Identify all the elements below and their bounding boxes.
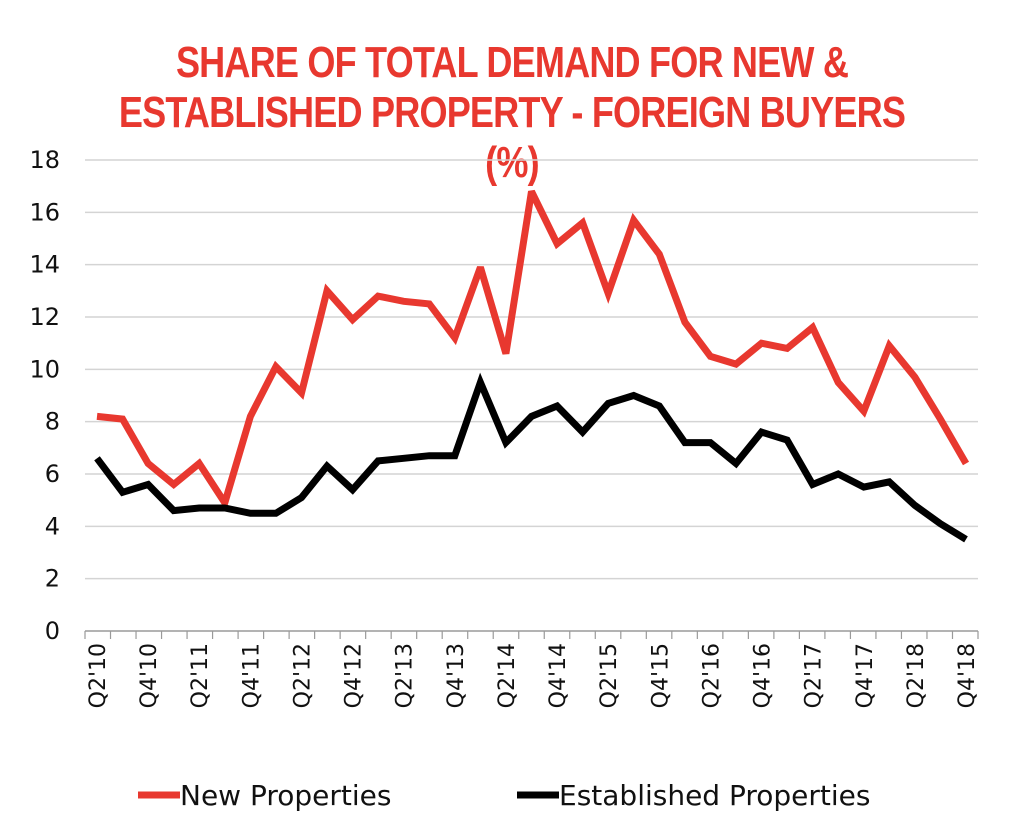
legend: New Properties Established Properties	[138, 779, 871, 812]
series-lines	[94, 189, 970, 543]
x-tick-label: Q2'11	[188, 643, 213, 708]
x-axis	[84, 630, 979, 639]
x-tick-label: Q4'18	[955, 643, 980, 708]
x-tick-label: Q4'12	[342, 643, 367, 708]
x-tick-label: Q2'16	[699, 643, 724, 708]
x-tick-label: Q4'14	[546, 643, 571, 708]
y-axis-ticks: 0 2 4 6 8 10 12 14 16 18	[29, 146, 60, 645]
x-tick-label: Q4'15	[648, 643, 673, 708]
x-tick-label: Q4'13	[444, 643, 469, 708]
y-tick-label: 2	[45, 565, 60, 593]
y-tick-label: 8	[45, 408, 60, 436]
y-tick-label: 14	[29, 251, 60, 279]
x-tick-label: Q2'17	[802, 643, 827, 708]
legend-label: Established Properties	[559, 779, 871, 812]
x-tick-label: Q2'12	[290, 643, 315, 708]
legend-label: New Properties	[180, 779, 391, 812]
y-tick-label: 18	[29, 146, 60, 174]
y-tick-label: 0	[45, 617, 60, 645]
chart-title-line-1: SHARE OF TOTAL DEMAND FOR NEW &	[175, 38, 849, 87]
y-tick-label: 6	[45, 460, 60, 488]
x-tick-label: Q2'14	[495, 643, 520, 708]
chart-title-line-2: ESTABLISHED PROPERTY - FOREIGN BUYERS (%…	[118, 88, 906, 187]
y-tick-label: 10	[29, 355, 60, 383]
x-tick-label: Q2'18	[904, 643, 929, 708]
x-tick-label: Q2'15	[597, 643, 622, 708]
x-tick-label: Q4'10	[137, 643, 162, 708]
chart-title: SHARE OF TOTAL DEMAND FOR NEW & ESTABLIS…	[92, 38, 932, 188]
x-tick-label: Q4'11	[239, 643, 264, 708]
series-line-established-properties	[94, 372, 968, 543]
x-tick-label: Q4'16	[751, 643, 776, 708]
x-tick-label: Q2'13	[393, 643, 418, 708]
gridlines	[85, 159, 978, 580]
series-line-new-properties	[96, 189, 970, 512]
x-tick-label: Q2'10	[86, 643, 111, 708]
y-tick-label: 4	[45, 512, 60, 540]
y-tick-label: 12	[29, 303, 60, 331]
y-tick-label: 16	[29, 198, 60, 226]
x-tick-label: Q4'17	[853, 643, 878, 708]
x-axis-ticks: Q2'10 Q4'10 Q2'11 Q4'11 Q2'12 Q4'12 Q2'13 Q4'13…	[86, 643, 980, 708]
